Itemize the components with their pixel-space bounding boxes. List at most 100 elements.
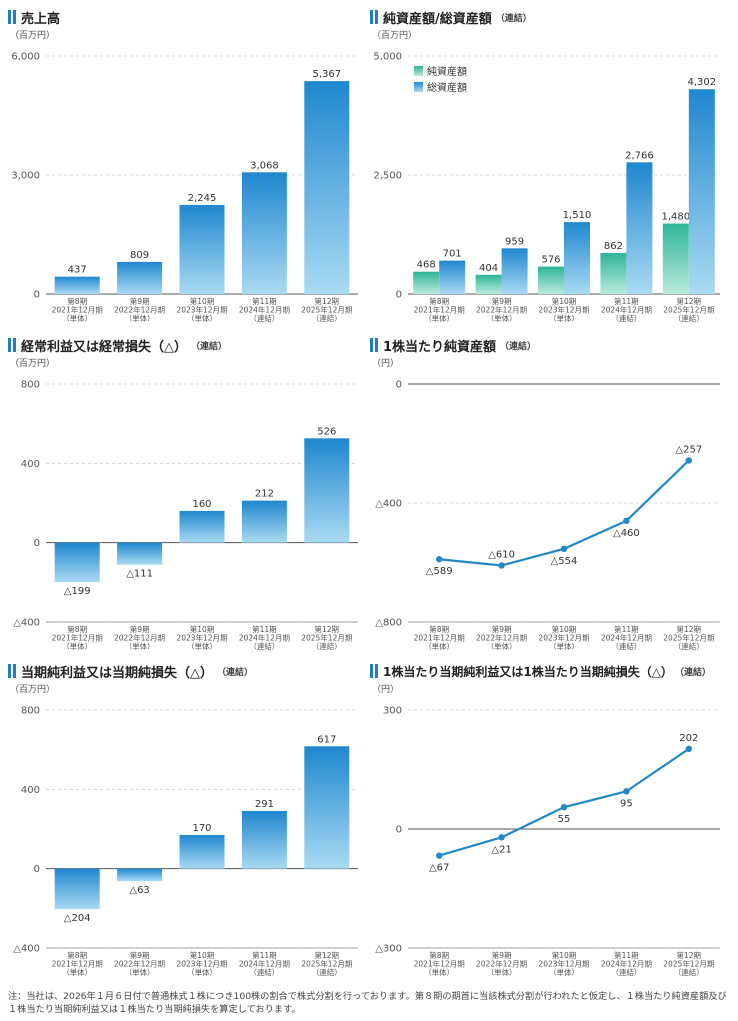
title-marker-icon xyxy=(8,664,11,678)
data-point xyxy=(498,562,505,569)
x-tick-label: 2023年12月期 xyxy=(176,959,227,969)
chart-subtitle: （連結） xyxy=(191,341,228,352)
data-label: 202 xyxy=(679,733,698,744)
y-tick-label: 300 xyxy=(383,706,402,717)
x-tick-label: 第8期 xyxy=(429,624,449,634)
chart-title-row: 1株当たり当期純利益又は1株当たり当期純損失（△） （連結） xyxy=(370,662,711,680)
x-tick-label: （単体） xyxy=(125,313,155,323)
x-tick-label: 2024年12月期 xyxy=(601,959,652,969)
x-tick-label: 2024年12月期 xyxy=(239,633,290,643)
chart-title-row: 当期純利益又は当期純損失（△） （連結） xyxy=(8,662,253,681)
chart-panel-bps: 1株当たり純資産額 （連結） （円） △800 △400 0 第8期 2021年12月期… xyxy=(370,336,730,666)
bar xyxy=(564,222,590,294)
data-label: 4,302 xyxy=(687,77,716,88)
x-tick-label: 2023年12月期 xyxy=(538,959,589,969)
data-label: 809 xyxy=(130,250,149,261)
data-label: 3,068 xyxy=(250,160,279,171)
y-tick-label: △300 xyxy=(375,944,402,955)
x-tick-label: 2024年12月期 xyxy=(601,305,652,315)
data-point xyxy=(685,745,692,753)
footnote: 注：当社は、2026年１月６日付で普通株式１株につき100株の割合で株式分割を行… xyxy=(8,991,727,1015)
x-tick-label: 第9期 xyxy=(492,296,512,306)
x-tick-label: 2023年12月期 xyxy=(176,633,227,643)
y-tick-label: 0 xyxy=(34,538,40,549)
x-tick-label: （単体） xyxy=(549,967,579,977)
y-tick-label: 400 xyxy=(21,785,40,796)
netincome-chart: △4000400800第8期2021年12月期（単体）第9期2022年12月期（… xyxy=(13,706,358,977)
data-label: △63 xyxy=(129,885,149,896)
x-tick-label: （連結） xyxy=(312,641,342,651)
bar xyxy=(117,261,163,294)
data-label: 1,480 xyxy=(661,212,690,223)
x-tick-label: （連結） xyxy=(249,641,279,651)
y-tick-label: 0 xyxy=(34,864,40,875)
y-tick-label: △400 xyxy=(13,944,40,955)
x-tick-label: 2025年12月期 xyxy=(663,305,714,315)
data-point xyxy=(623,788,630,795)
x-tick-label: （単体） xyxy=(549,641,579,651)
chart-subtitle: （連結） xyxy=(674,667,711,678)
legend-swatch xyxy=(414,82,423,92)
chart-title-row: 経常利益又は経常損失（△） （連結） xyxy=(8,336,228,355)
x-tick-label: 2021年12月期 xyxy=(414,305,465,315)
x-tick-label: 2022年12月期 xyxy=(476,959,527,969)
data-label: 2,766 xyxy=(625,150,654,161)
x-tick-label: 2025年12月期 xyxy=(301,959,352,969)
x-tick-label: 第12期 xyxy=(315,296,340,306)
data-label: 170 xyxy=(192,823,211,834)
chart-subtitle: （連結） xyxy=(495,13,532,24)
data-label: 468 xyxy=(417,260,436,271)
bar xyxy=(241,810,287,869)
chart-title-row: 1株当たり純資産額 （連結） xyxy=(370,336,536,355)
data-point xyxy=(498,834,505,841)
x-tick-label: 2022年12月期 xyxy=(114,305,165,315)
bar xyxy=(304,746,350,869)
data-point xyxy=(436,556,443,563)
y-tick-label: 2,500 xyxy=(373,171,402,182)
data-label: △67 xyxy=(429,863,449,874)
sales-chart: 03,0006,000第8期2021年12月期（単体）第9期2022年12月期（… xyxy=(11,52,358,323)
data-label: △460 xyxy=(613,528,640,539)
data-label: 5,367 xyxy=(312,69,341,80)
data-label: 1,510 xyxy=(563,210,592,221)
x-tick-label: （単体） xyxy=(487,313,517,323)
x-tick-label: 2023年12月期 xyxy=(538,305,589,315)
chart-panel-sales: 売上高 （百万円） 0 3,000 6,000 第8期 2021年12月期 （単体） 第9期… xyxy=(8,8,368,338)
x-tick-label: 第12期 xyxy=(677,624,702,634)
bar xyxy=(117,542,163,565)
x-tick-label: 第8期 xyxy=(429,296,449,306)
unit-label: （円） xyxy=(372,685,400,695)
data-label: 437 xyxy=(68,265,87,276)
x-tick-label: 2024年12月期 xyxy=(601,633,652,643)
chart-title: 純資産額/総資産額 xyxy=(383,11,492,27)
title-marker-icon xyxy=(13,10,16,24)
x-tick-label: （単体） xyxy=(125,641,155,651)
unit-label: （百万円） xyxy=(372,31,418,41)
chart-title: 当期純利益又は当期純損失（△） xyxy=(21,665,213,681)
x-tick-label: 2024年12月期 xyxy=(239,959,290,969)
x-tick-label: （単体） xyxy=(424,641,454,651)
title-marker-icon xyxy=(370,338,373,352)
legend-label: 純資産額 xyxy=(427,65,467,78)
unit-label: （百万円） xyxy=(10,31,56,41)
x-tick-label: （単体） xyxy=(424,313,454,323)
x-tick-label: 第11期 xyxy=(252,296,277,306)
bar xyxy=(117,868,163,882)
bar xyxy=(475,274,502,294)
series-line xyxy=(438,747,690,857)
y-tick-label: △400 xyxy=(13,618,40,629)
x-tick-label: 第9期 xyxy=(492,624,512,634)
data-point xyxy=(436,852,443,859)
x-tick-label: （単体） xyxy=(187,967,217,977)
y-tick-label: 800 xyxy=(21,380,40,391)
y-tick-label: 800 xyxy=(21,706,40,717)
x-tick-label: 第9期 xyxy=(130,950,150,960)
data-point xyxy=(560,803,568,811)
chart-panel-eps: 1株当たり当期純利益又は1株当たり当期純損失（△） （連結） （円） △300 0… xyxy=(370,662,730,992)
ordinary-chart: △4000400800第8期2021年12月期（単体）第9期2022年12月期（… xyxy=(13,380,358,651)
x-tick-label: （単体） xyxy=(424,967,454,977)
y-tick-label: 6,000 xyxy=(11,52,40,63)
data-label: 404 xyxy=(479,263,498,274)
y-tick-label: 0 xyxy=(34,290,40,301)
y-tick-label: 400 xyxy=(21,459,40,470)
